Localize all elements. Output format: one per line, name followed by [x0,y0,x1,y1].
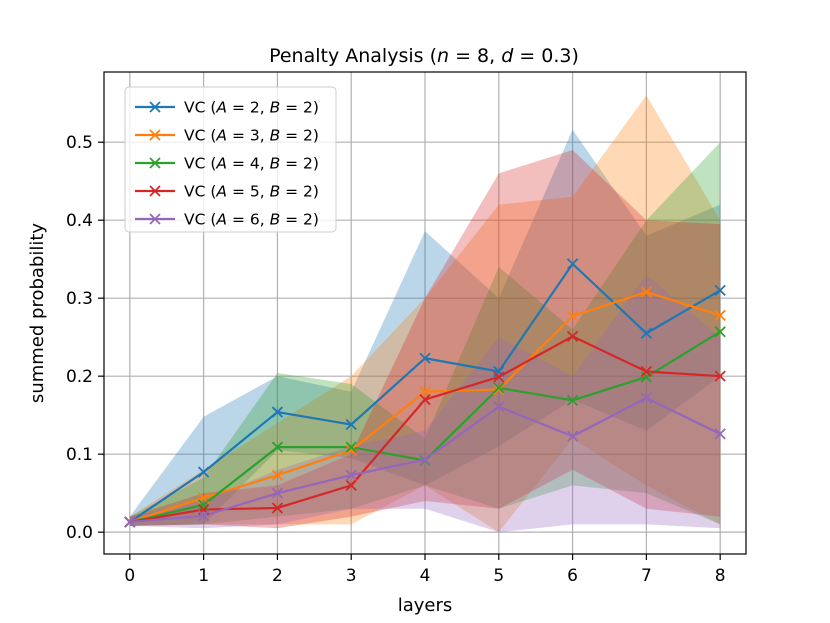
data-point-series-1 [271,406,284,418]
data-point-series-3 [197,499,210,511]
y-tick-label: 0.1 [66,445,93,465]
x-tick-label: 8 [715,566,726,586]
confidence-band-series-2 [129,95,721,533]
data-point-series-1 [714,284,726,297]
data-point-series-5 [714,428,726,440]
data-point-series-4 [566,330,579,343]
x-tick-label: 2 [272,566,283,586]
legend-entry-3: VC (A = 4, B = 2) [135,155,319,173]
legend-entry-2: VC (A = 3, B = 2) [135,127,319,145]
data-point-series-2 [493,383,505,396]
chart-title: Penalty Analysis (n = 8, d = 0.3) [269,45,579,67]
data-point-series-2 [566,310,579,322]
confidence-band-series-4 [129,149,721,529]
confidence-band-series-1 [129,129,721,526]
series-markers [124,258,726,528]
data-point-series-5 [640,392,653,404]
legend-entry-1: VC (A = 2, B = 2) [135,99,319,117]
x-axis-label: layers [398,595,453,616]
data-point-series-3 [714,326,726,338]
data-point-series-5 [493,400,505,413]
x-tick-label: 7 [641,566,652,586]
data-point-series-3 [345,441,357,453]
data-point-series-1 [197,466,210,478]
data-point-series-1 [640,327,653,339]
legend-marker-swatch [149,185,161,197]
legend-marker-swatch [149,213,161,225]
y-tick-label: 0.3 [66,289,93,309]
data-point-series-3 [271,441,284,453]
data-point-series-4 [419,393,431,406]
data-point-series-2 [640,286,653,298]
x-tick-label: 5 [493,566,504,586]
data-point-series-2 [345,444,357,456]
legend-label: VC (A = 2, B = 2) [184,99,319,117]
x-axis-ticks: 0 1 2 3 4 5 6 7 8 [124,554,726,586]
confidence-band-series-5 [129,274,721,533]
legend-entry-5: VC (A = 6, B = 2) [135,211,319,229]
data-point-series-4 [345,479,357,492]
x-tick-label: 6 [567,566,578,586]
y-axis-ticks: 0.0 0.1 0.2 0.3 0.4 0.5 [66,133,104,543]
data-point-series-2 [714,309,726,321]
data-point-series-4 [493,371,505,383]
legend-label: VC (A = 6, B = 2) [184,211,319,229]
data-point-series-1 [345,418,357,431]
data-point-series-5 [345,469,357,481]
legend-marker-swatch [149,101,161,113]
data-point-series-5 [419,453,431,466]
y-tick-label: 0.0 [66,523,93,543]
legend: VC (A = 2, B = 2) VC (A = 3, B = 2) VC (A … [124,86,337,233]
x-tick-label: 4 [420,566,431,586]
data-point-series-4 [271,502,284,514]
data-point-series-3 [493,382,505,394]
y-axis-label: summed probability [27,223,48,403]
legend-entry-4: VC (A = 5, B = 2) [135,183,319,201]
data-point-series-5 [197,510,210,522]
y-tick-label: 0.5 [66,133,93,153]
y-tick-label: 0.4 [66,211,93,231]
data-point-series-5 [271,487,284,499]
data-point-series-5 [566,430,579,442]
data-point-series-2 [271,469,284,481]
data-point-series-4 [640,365,653,378]
x-tick-label: 3 [346,566,357,586]
legend-box [124,86,337,233]
confidence-band-series-3 [129,142,721,526]
y-tick-label: 0.2 [66,367,93,387]
data-point-series-4 [714,370,726,382]
confidence-bands [129,95,721,533]
legend-label: VC (A = 3, B = 2) [184,127,319,145]
x-tick-label: 1 [198,566,209,586]
data-point-series-3 [566,394,579,406]
data-point-series-1 [419,352,431,364]
data-point-series-1 [566,258,579,270]
legend-label: VC (A = 5, B = 2) [184,183,319,201]
x-tick-label: 0 [124,566,135,586]
data-point-series-5 [124,516,136,528]
legend-marker-swatch [149,129,161,141]
legend-marker-swatch [149,157,161,169]
legend-label: VC (A = 4, B = 2) [184,155,319,173]
